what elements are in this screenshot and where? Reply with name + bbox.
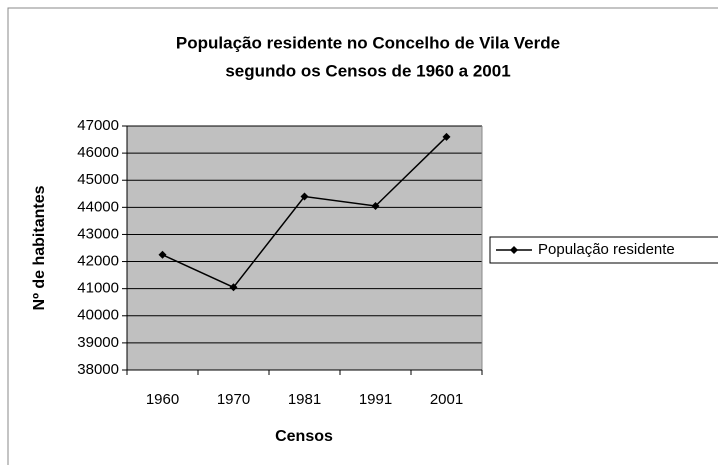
plot-background <box>127 126 482 370</box>
y-tick-label: 40000 <box>77 307 119 324</box>
marker <box>158 250 167 259</box>
x-axis-label: Censos <box>275 428 333 445</box>
legend-label: População residente <box>538 241 675 258</box>
marker <box>442 132 451 141</box>
x-tick-label: 1991 <box>359 391 392 408</box>
y-tick-label: 41000 <box>77 280 119 297</box>
y-tick-label: 38000 <box>77 361 119 378</box>
marker <box>229 283 238 292</box>
y-tick-label: 42000 <box>77 253 119 270</box>
x-tick-label: 2001 <box>430 391 463 408</box>
chart-title: segundo os Censos de 1960 a 2001 <box>225 61 510 80</box>
x-tick-label: 1960 <box>146 391 179 408</box>
legend-box <box>489 236 718 264</box>
y-axis-label: Nº de habitantes <box>31 185 48 310</box>
y-tick-label: 45000 <box>77 171 119 188</box>
legend-marker <box>510 246 518 254</box>
y-tick-label: 39000 <box>77 334 119 351</box>
y-tick-label: 46000 <box>77 144 119 161</box>
chart-title: População residente no Concelho de Vila … <box>176 33 560 52</box>
y-tick-label: 47000 <box>77 117 119 134</box>
y-tick-label: 43000 <box>77 225 119 242</box>
y-tick-label: 44000 <box>77 198 119 215</box>
x-tick-label: 1981 <box>288 391 321 408</box>
marker <box>300 192 309 201</box>
x-tick-label: 1970 <box>217 391 250 408</box>
marker <box>371 201 380 210</box>
